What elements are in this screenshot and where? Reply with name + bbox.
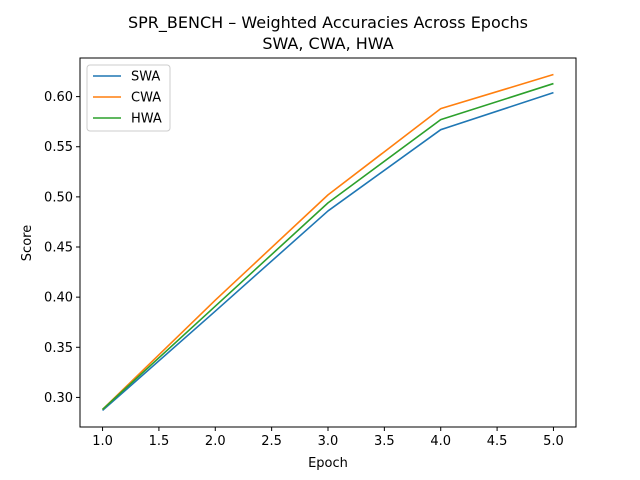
y-tick-label: 0.45 <box>44 241 73 256</box>
x-tick-label: 1.0 <box>92 434 113 449</box>
y-axis-label: Score <box>20 225 35 261</box>
x-tick-label: 4.0 <box>430 434 451 449</box>
chart-title: SPR_BENCH – Weighted Accuracies Across E… <box>128 13 528 33</box>
legend-box <box>86 64 171 132</box>
series-line-cwa <box>101 73 554 411</box>
legend-label-cwa: CWA <box>131 91 161 106</box>
x-tick-label: 3.5 <box>374 434 395 449</box>
x-tick-label: 2.0 <box>205 434 226 449</box>
x-axis: 1.0 1.5 2.0 2.5 3.0 3.5 4.0 4.5 5.0 <box>92 427 564 449</box>
x-tick-label: 3.0 <box>318 434 339 449</box>
series-line-hwa <box>102 82 554 411</box>
series-line-swa <box>102 91 554 412</box>
legend-label-hwa: HWA <box>131 112 162 127</box>
legend-label-swa: SWA <box>131 70 160 85</box>
y-tick-label: 0.30 <box>44 391 73 406</box>
x-tick-label: 4.5 <box>487 434 508 449</box>
chart-subtitle: SWA, CWA, HWA <box>262 34 393 53</box>
legend: SWA CWA HWA <box>86 64 171 132</box>
x-tick-label: 1.5 <box>149 434 170 449</box>
x-tick-label: 2.5 <box>261 434 282 449</box>
y-axis: 0.30 0.35 0.40 0.45 0.50 0.55 0.60 <box>44 90 80 406</box>
y-tick-label: 0.60 <box>44 90 73 105</box>
y-tick-label: 0.40 <box>44 291 73 306</box>
x-tick-label: 5.0 <box>543 434 564 449</box>
y-tick-label: 0.35 <box>44 341 73 356</box>
series-lines <box>101 73 554 412</box>
y-tick-label: 0.55 <box>44 140 73 155</box>
y-tick-label: 0.50 <box>44 190 73 205</box>
x-axis-label: Epoch <box>308 456 348 471</box>
